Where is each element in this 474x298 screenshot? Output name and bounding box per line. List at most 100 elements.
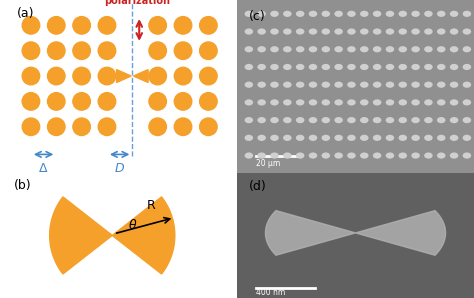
Circle shape: [174, 118, 192, 136]
Circle shape: [309, 11, 317, 17]
Circle shape: [334, 99, 343, 105]
Circle shape: [22, 42, 40, 60]
Circle shape: [149, 118, 166, 136]
Circle shape: [321, 46, 330, 52]
Circle shape: [437, 82, 446, 88]
Circle shape: [321, 99, 330, 105]
Circle shape: [411, 46, 420, 52]
Circle shape: [270, 135, 279, 141]
Circle shape: [309, 28, 317, 35]
Circle shape: [373, 28, 382, 35]
Circle shape: [463, 11, 471, 17]
Text: (a): (a): [17, 7, 35, 20]
Text: $\theta$: $\theta$: [128, 218, 137, 232]
Circle shape: [424, 64, 433, 70]
Circle shape: [463, 64, 471, 70]
Circle shape: [334, 117, 343, 123]
Circle shape: [360, 153, 369, 159]
Circle shape: [386, 153, 394, 159]
Circle shape: [437, 46, 446, 52]
Circle shape: [411, 28, 420, 35]
Circle shape: [360, 64, 369, 70]
Circle shape: [386, 28, 394, 35]
Circle shape: [283, 28, 292, 35]
Circle shape: [22, 67, 40, 85]
Circle shape: [437, 28, 446, 35]
Circle shape: [399, 46, 407, 52]
Circle shape: [296, 117, 304, 123]
Circle shape: [450, 117, 458, 123]
Circle shape: [386, 117, 394, 123]
Circle shape: [283, 82, 292, 88]
Circle shape: [321, 82, 330, 88]
Circle shape: [257, 46, 266, 52]
Circle shape: [245, 117, 253, 123]
Text: $D$: $D$: [114, 162, 125, 176]
Circle shape: [309, 82, 317, 88]
Circle shape: [411, 117, 420, 123]
Circle shape: [321, 28, 330, 35]
Text: (b): (b): [14, 179, 31, 192]
Circle shape: [399, 153, 407, 159]
Circle shape: [283, 11, 292, 17]
Circle shape: [321, 135, 330, 141]
Circle shape: [200, 118, 217, 136]
Circle shape: [257, 11, 266, 17]
Circle shape: [309, 153, 317, 159]
Circle shape: [450, 11, 458, 17]
Circle shape: [283, 135, 292, 141]
Circle shape: [257, 117, 266, 123]
Circle shape: [296, 28, 304, 35]
Circle shape: [283, 99, 292, 105]
Circle shape: [399, 135, 407, 141]
Circle shape: [309, 117, 317, 123]
Circle shape: [424, 46, 433, 52]
Circle shape: [270, 82, 279, 88]
Circle shape: [200, 93, 217, 110]
Circle shape: [437, 64, 446, 70]
Circle shape: [296, 11, 304, 17]
Circle shape: [73, 118, 91, 136]
Circle shape: [257, 28, 266, 35]
Circle shape: [98, 118, 116, 136]
Circle shape: [270, 11, 279, 17]
Circle shape: [47, 93, 65, 110]
Circle shape: [98, 17, 116, 34]
Circle shape: [73, 93, 91, 110]
Circle shape: [463, 99, 471, 105]
Circle shape: [22, 17, 40, 34]
Circle shape: [437, 135, 446, 141]
Circle shape: [463, 117, 471, 123]
Circle shape: [174, 93, 192, 110]
Circle shape: [373, 99, 382, 105]
Circle shape: [283, 117, 292, 123]
Circle shape: [174, 17, 192, 34]
Circle shape: [321, 11, 330, 17]
Polygon shape: [117, 70, 131, 83]
Circle shape: [73, 67, 91, 85]
Polygon shape: [265, 211, 356, 255]
Circle shape: [47, 17, 65, 34]
Circle shape: [424, 11, 433, 17]
Circle shape: [360, 11, 369, 17]
Circle shape: [399, 11, 407, 17]
Circle shape: [360, 82, 369, 88]
Text: (d): (d): [249, 180, 266, 193]
Circle shape: [450, 99, 458, 105]
Circle shape: [270, 28, 279, 35]
Circle shape: [437, 153, 446, 159]
Circle shape: [309, 64, 317, 70]
Circle shape: [424, 153, 433, 159]
Circle shape: [270, 99, 279, 105]
Circle shape: [347, 153, 356, 159]
Circle shape: [411, 99, 420, 105]
Circle shape: [360, 28, 369, 35]
Circle shape: [373, 117, 382, 123]
Circle shape: [463, 82, 471, 88]
Circle shape: [334, 28, 343, 35]
Circle shape: [386, 11, 394, 17]
Circle shape: [296, 135, 304, 141]
Circle shape: [347, 64, 356, 70]
Circle shape: [411, 135, 420, 141]
Circle shape: [200, 67, 217, 85]
